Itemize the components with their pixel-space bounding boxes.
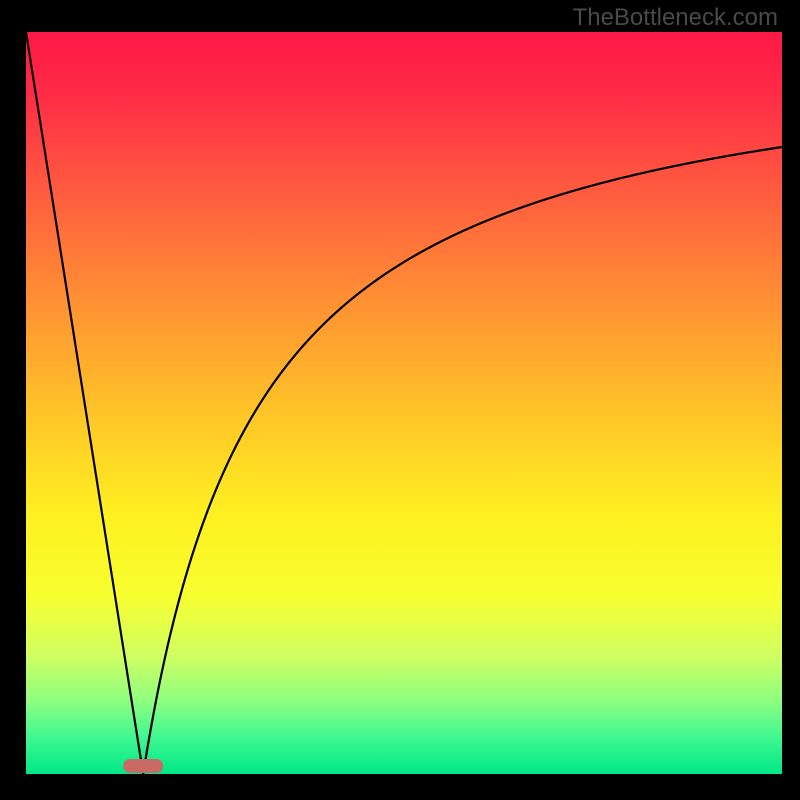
- bottleneck-chart: [0, 0, 800, 800]
- optimal-range-marker: [123, 759, 163, 773]
- chart-background: [26, 32, 782, 774]
- watermark-text: TheBottleneck.com: [573, 4, 778, 32]
